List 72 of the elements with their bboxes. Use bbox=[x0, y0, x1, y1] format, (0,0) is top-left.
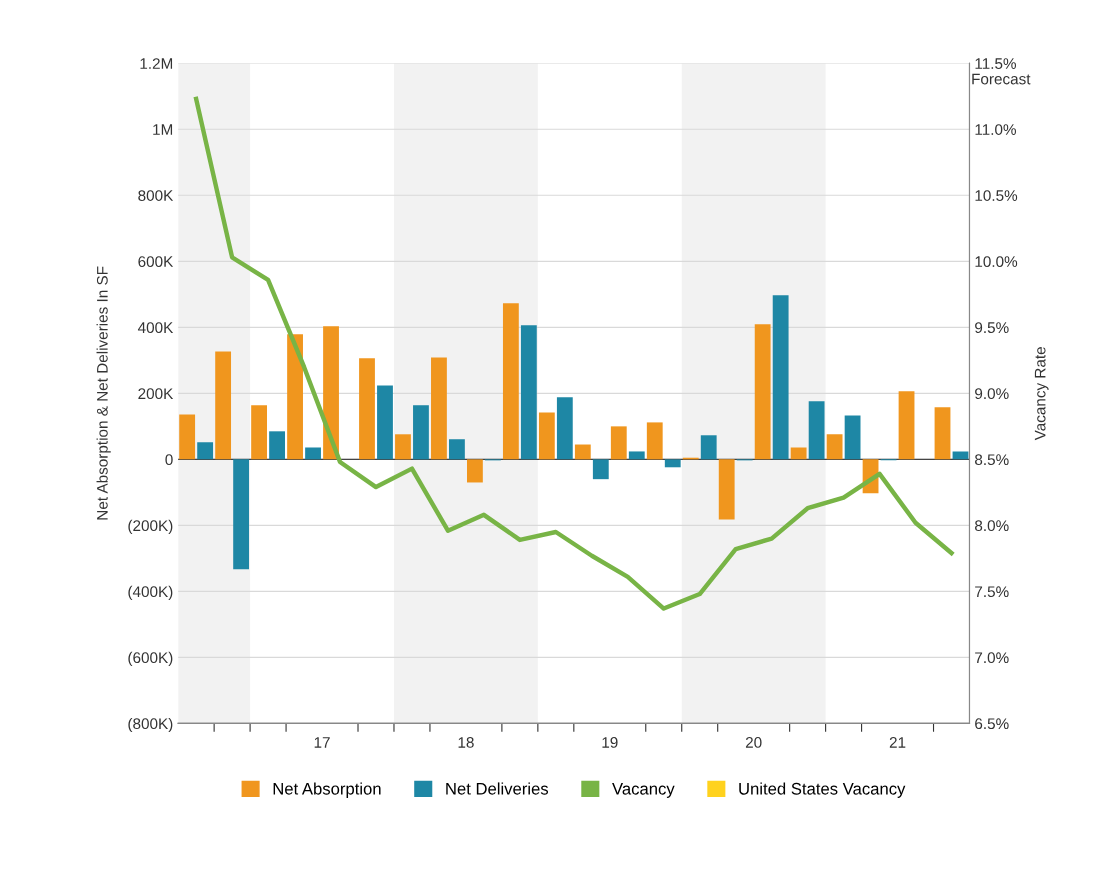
bar bbox=[952, 451, 969, 460]
legend-label: Net Deliveries bbox=[446, 782, 549, 795]
bar bbox=[431, 357, 447, 460]
text: Forecast bbox=[972, 73, 1031, 85]
y-tick-label: 1.2M bbox=[140, 58, 173, 69]
bar bbox=[467, 459, 483, 483]
y2-tick-label: 6.5% bbox=[975, 718, 1009, 730]
x-tick-label: 19 bbox=[602, 737, 618, 748]
y2-tick-label: 7.0% bbox=[975, 652, 1009, 664]
bar bbox=[413, 405, 429, 460]
bar bbox=[287, 334, 303, 460]
y-tick-label: 600K bbox=[138, 256, 174, 268]
y2-tick-label: 9.0% bbox=[975, 388, 1009, 400]
bar bbox=[269, 431, 285, 460]
bar bbox=[305, 447, 321, 460]
bar bbox=[359, 358, 375, 460]
y-tick-label: (600K) bbox=[128, 651, 173, 667]
y-tick-label: (800K) bbox=[128, 717, 173, 733]
bar bbox=[898, 391, 915, 460]
legend-label: Net Absorption bbox=[273, 782, 381, 798]
x-tick-label: 20 bbox=[745, 737, 762, 748]
bar bbox=[844, 415, 861, 460]
y2-tick-label: 7.5% bbox=[975, 586, 1009, 598]
y-tick-label: 800K bbox=[138, 190, 174, 201]
bar bbox=[556, 397, 573, 460]
bar bbox=[520, 325, 537, 460]
bar bbox=[628, 451, 645, 460]
legend-label: United States Vacancy bbox=[739, 782, 906, 798]
y-tick-label: 0 bbox=[165, 454, 173, 466]
x-tick-label: 21 bbox=[889, 737, 906, 748]
legend-label: Vacancy bbox=[612, 783, 675, 798]
bar bbox=[808, 401, 825, 460]
y-tick-label: 1M bbox=[153, 124, 173, 135]
y2-tick-label: 10.0% bbox=[975, 256, 1018, 268]
bar bbox=[610, 426, 627, 460]
bar bbox=[449, 439, 465, 460]
line-series bbox=[193, 96, 954, 611]
y-tick-label: 200K bbox=[138, 388, 174, 400]
bar bbox=[592, 459, 609, 480]
y2-tick-label: 9.5% bbox=[975, 322, 1009, 334]
bar bbox=[538, 412, 555, 460]
bar bbox=[826, 434, 843, 460]
bar bbox=[646, 422, 663, 460]
bar bbox=[574, 444, 591, 460]
bar bbox=[790, 447, 807, 460]
y2-tick-label: 10.5% bbox=[975, 190, 1018, 201]
y-axis-title: Net Absorption & Net Deliveries In SF bbox=[96, 266, 111, 520]
bar bbox=[377, 385, 393, 460]
bar bbox=[179, 414, 196, 460]
y-tick-label: 400K bbox=[137, 322, 174, 334]
y2-tick-label: 8.0% bbox=[975, 520, 1009, 532]
y-tick-label: (400K) bbox=[128, 585, 173, 601]
bar bbox=[772, 295, 789, 460]
bar bbox=[233, 459, 250, 570]
y2-axis-title: Vacancy Rate bbox=[1034, 347, 1049, 441]
y2-tick-label: 11.0% bbox=[975, 124, 1016, 135]
bar bbox=[215, 351, 232, 460]
bar bbox=[502, 303, 519, 460]
y2-tick-label: 8.5% bbox=[975, 454, 1009, 466]
bar bbox=[700, 435, 717, 460]
bar bbox=[754, 324, 771, 460]
bar bbox=[934, 407, 951, 460]
bar bbox=[395, 434, 411, 460]
x-tick-label: 17 bbox=[314, 737, 330, 748]
bar bbox=[323, 326, 339, 460]
y-tick-label: (200K) bbox=[128, 519, 173, 535]
bar bbox=[718, 459, 735, 520]
bar bbox=[251, 405, 267, 460]
x-tick-label: 18 bbox=[458, 737, 474, 748]
bar bbox=[664, 459, 681, 468]
bar bbox=[197, 442, 214, 460]
y2-tick-label: 11.5% bbox=[975, 58, 1016, 69]
